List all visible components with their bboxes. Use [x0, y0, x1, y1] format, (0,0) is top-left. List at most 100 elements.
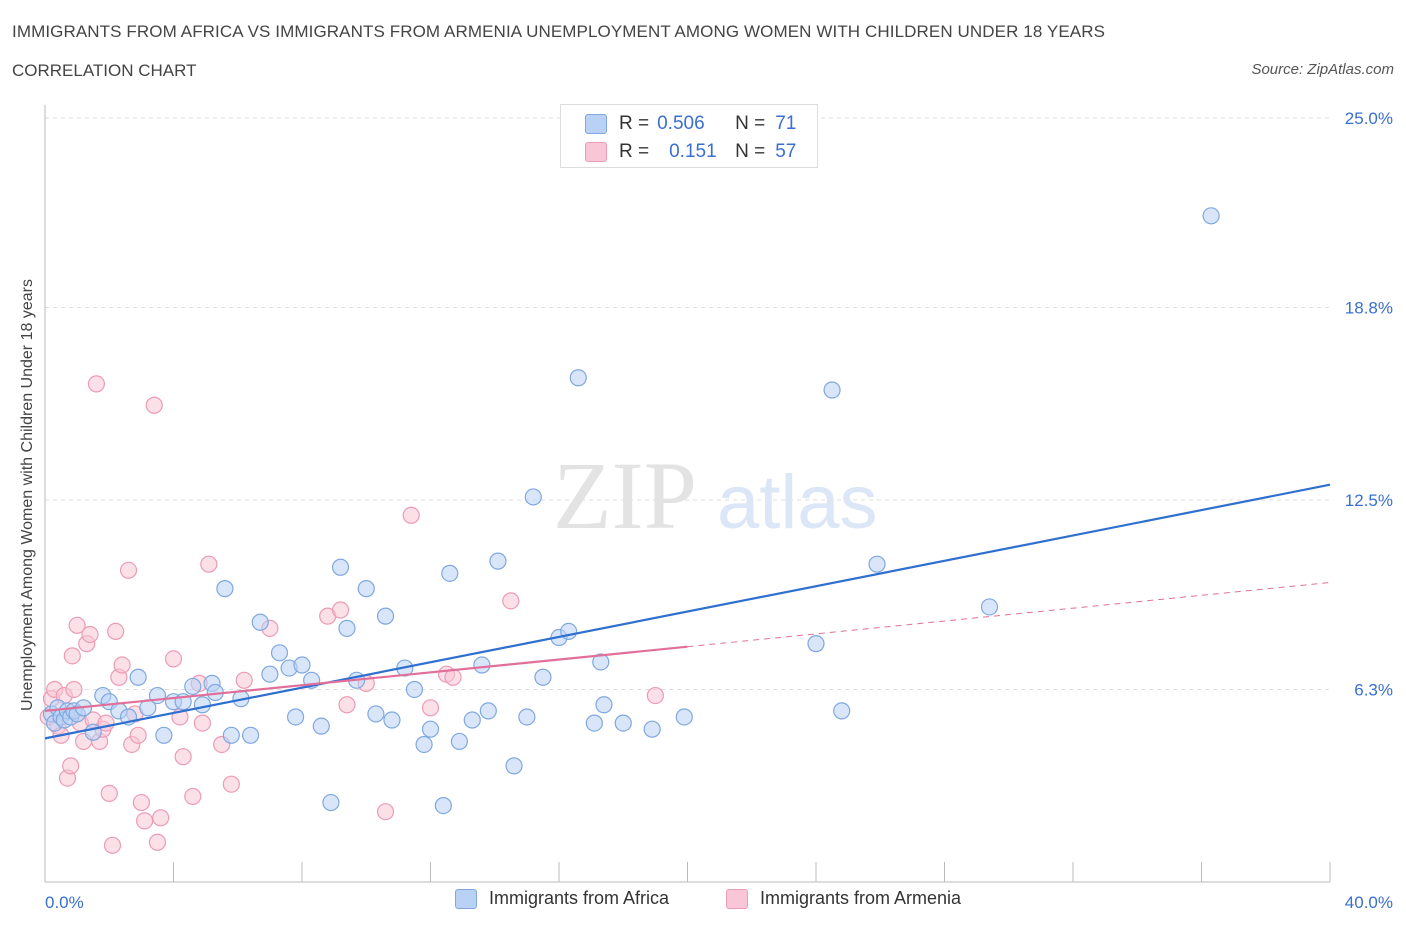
y-tick-label: 18.8% — [1345, 298, 1393, 317]
africa-legend-label: Immigrants from Africa — [489, 888, 670, 908]
armenia-point — [135, 812, 154, 830]
africa-point — [312, 717, 330, 735]
africa-point — [489, 552, 507, 570]
armenia-point — [174, 748, 192, 766]
africa-point — [322, 793, 340, 812]
africa-point — [222, 726, 240, 744]
africa-point — [534, 668, 552, 686]
armenia-point — [331, 601, 350, 619]
armenia-point — [63, 647, 81, 665]
armenia-legend-swatch — [726, 888, 748, 909]
africa-point — [868, 555, 886, 573]
armenia-point — [222, 775, 240, 793]
armenia-point — [193, 714, 212, 732]
africa-point — [129, 668, 147, 686]
africa-point — [421, 720, 440, 738]
armenia-point — [103, 836, 122, 854]
africa-point — [251, 613, 269, 631]
armenia-point — [132, 793, 150, 812]
africa-point — [293, 656, 311, 674]
africa-point — [434, 796, 452, 815]
trend-lines — [44, 483, 1331, 740]
africa-point — [807, 635, 825, 653]
africa-point — [675, 708, 693, 726]
n-label: N = — [735, 113, 766, 134]
y-tick-label: 25.0% — [1345, 109, 1393, 128]
africa-point — [270, 644, 289, 662]
africa-point — [357, 580, 375, 598]
africa-point — [376, 607, 395, 625]
armenia-point — [129, 726, 147, 744]
africa-point — [415, 735, 433, 754]
armenia-n-value: 57 — [775, 141, 797, 162]
armenia-point — [65, 680, 83, 699]
x-tick-labels: 0.0% 40.0% — [45, 893, 1393, 912]
armenia-point — [107, 622, 125, 641]
armenia-point — [421, 699, 440, 717]
y-tick-labels: 6.3% 12.5% 18.8% 25.0% — [1345, 109, 1393, 699]
africa-point — [261, 665, 279, 683]
armenia-point — [81, 625, 99, 644]
watermark: ZIP atlas — [553, 442, 878, 549]
watermark-zip: ZIP — [553, 442, 697, 549]
africa-point — [193, 696, 212, 714]
africa-point — [518, 708, 536, 726]
axes — [44, 105, 1331, 883]
armenia-trend-extension — [687, 582, 1331, 648]
source-label: Source: ZipAtlas.com — [1251, 61, 1394, 78]
africa-point — [569, 369, 587, 387]
africa-point — [643, 720, 661, 738]
armenia-point — [152, 809, 170, 827]
armenia-point — [164, 650, 183, 668]
africa-point — [823, 381, 841, 399]
africa-point — [405, 680, 424, 699]
armenia-point — [145, 396, 163, 414]
africa-point — [585, 714, 603, 732]
armenia-point — [148, 833, 167, 851]
africa-legend-swatch — [455, 888, 477, 909]
africa-r-value: 0.506 — [657, 113, 705, 134]
africa-point — [614, 714, 632, 732]
x-tick-label-max: 40.0% — [1345, 893, 1393, 912]
armenia-swatch — [585, 142, 607, 162]
legend-row-africa: R = 0.506 N = 71 — [585, 112, 796, 136]
africa-point — [833, 702, 851, 720]
armenia-point — [338, 696, 356, 714]
r-label: R = — [619, 141, 650, 162]
africa-point — [441, 564, 459, 582]
correlation-legend: R = 0.506 N = 71 R = 0.151 N = 57 — [560, 104, 818, 168]
armenia-point — [119, 561, 138, 579]
chart-subtitle: CORRELATION CHART — [12, 61, 197, 80]
armenia-point — [235, 671, 253, 689]
watermark-atlas: atlas — [717, 460, 878, 545]
africa-point — [383, 711, 401, 729]
africa-point — [473, 656, 491, 674]
chart-title: IMMIGRANTS FROM AFRICA VS IMMIGRANTS FRO… — [12, 22, 1106, 41]
legend-row-armenia: R = 0.151 N = 57 — [585, 140, 796, 164]
africa-point — [980, 598, 999, 616]
africa-trend-line — [44, 483, 1331, 740]
africa-point — [479, 702, 497, 720]
armenia-point — [113, 656, 131, 674]
armenia-legend-label: Immigrants from Armenia — [760, 888, 962, 908]
africa-point — [216, 580, 234, 598]
africa-point — [286, 708, 305, 726]
africa-point — [184, 677, 202, 696]
africa-point — [367, 705, 385, 723]
y-tick-label: 6.3% — [1354, 680, 1393, 699]
africa-point — [338, 619, 356, 637]
africa-swatch — [585, 114, 607, 134]
armenia-trend-line — [44, 645, 688, 712]
africa-point — [155, 726, 173, 744]
armenia-point — [87, 375, 106, 393]
africa-point — [242, 726, 260, 744]
africa-point — [450, 732, 469, 751]
africa-point — [1202, 207, 1220, 225]
africa-point — [505, 757, 523, 775]
africa-point — [524, 488, 542, 506]
africa-n-value: 71 — [775, 113, 797, 134]
africa-points — [42, 207, 1220, 815]
armenia-point — [402, 506, 420, 524]
armenia-point — [646, 686, 664, 705]
